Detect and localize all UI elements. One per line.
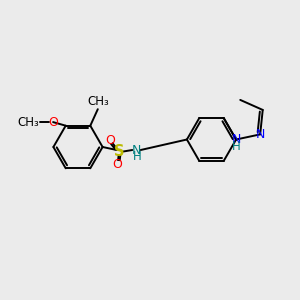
Text: N: N [256, 128, 265, 141]
Text: O: O [105, 134, 115, 147]
Text: O: O [113, 158, 122, 171]
Text: N: N [231, 133, 241, 146]
Text: O: O [48, 116, 58, 129]
Text: CH₃: CH₃ [17, 116, 39, 129]
Text: H: H [232, 140, 241, 153]
Text: S: S [114, 144, 124, 159]
Text: N: N [132, 143, 141, 157]
Text: CH₃: CH₃ [87, 95, 109, 108]
Text: H: H [132, 150, 141, 163]
